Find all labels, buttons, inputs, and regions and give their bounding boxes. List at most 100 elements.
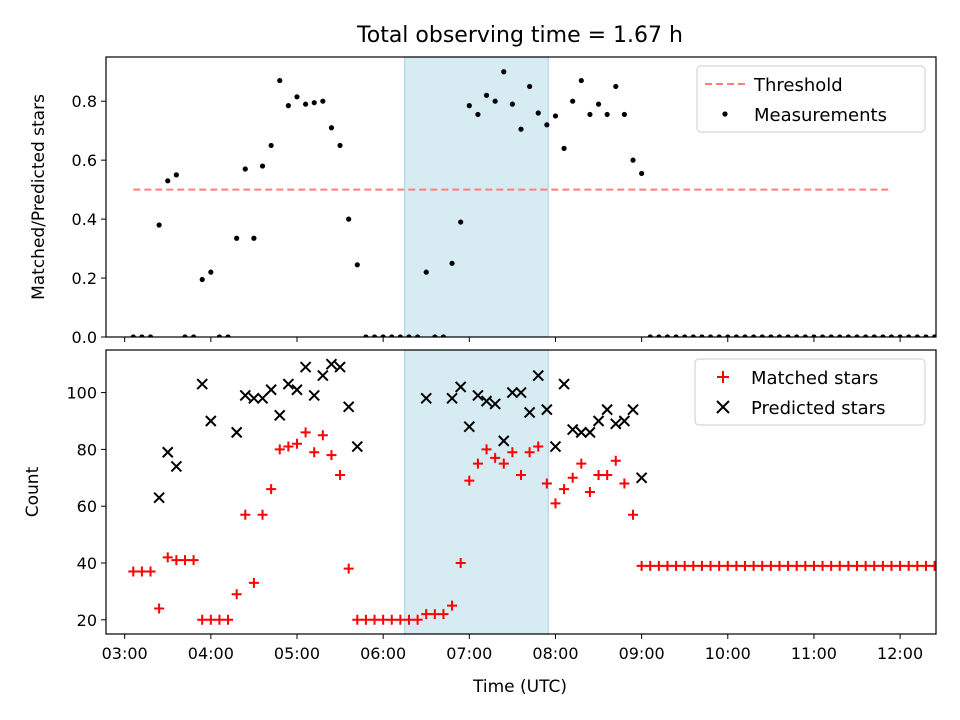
measurement-point	[259, 163, 266, 169]
matched-stars-point	[498, 458, 509, 469]
predicted-stars-point	[205, 415, 217, 427]
matched-stars-point	[808, 560, 819, 571]
matched-stars-point	[481, 444, 492, 455]
matched-stars-point	[386, 614, 397, 625]
measurement-point	[199, 276, 205, 283]
measurement-point	[406, 334, 412, 337]
matched-stars-point	[257, 509, 268, 520]
measurement-point	[906, 334, 912, 337]
measurement-point	[888, 334, 895, 337]
measurement-point	[354, 262, 360, 268]
measurement-point	[363, 334, 369, 337]
matched-stars-point	[860, 560, 871, 571]
x-axis-label: Time (UTC)	[472, 677, 567, 697]
measurement-point	[389, 334, 395, 337]
measurement-point	[931, 334, 936, 337]
predicted-stars-point	[334, 361, 346, 373]
matched-stars-point	[507, 447, 518, 458]
matched-stars-point	[696, 560, 707, 571]
x-tick-label: 06:00	[360, 644, 406, 663]
matched-stars-point	[774, 560, 785, 571]
legend-label: Measurements	[754, 105, 887, 126]
matched-stars-point	[671, 560, 682, 571]
legend-label: Predicted stars	[751, 398, 885, 419]
measurement-point	[492, 98, 498, 104]
matched-stars-point	[205, 614, 216, 625]
y-axis-label: Matched/Predicted stars	[29, 94, 49, 300]
x-tick-label: 03:00	[102, 644, 148, 663]
predicted-stars-point	[325, 358, 338, 370]
matched-stars-point	[343, 563, 354, 574]
matched-stars-point	[395, 614, 406, 625]
measurement-point	[647, 334, 653, 337]
predicted-stars-point	[480, 395, 493, 407]
measurement-point	[234, 235, 240, 241]
predicted-stars-point	[308, 389, 320, 402]
measurement-point	[845, 334, 852, 337]
matched-stars-point	[834, 560, 845, 571]
chart-title: Total observing time = 1.67 h	[356, 23, 683, 48]
matched-stars-point	[179, 555, 190, 566]
measurement-point	[483, 92, 490, 98]
matched-stars-point	[403, 614, 414, 625]
measurement-point	[216, 334, 223, 337]
measurement-point	[837, 334, 843, 337]
matched-stars-point	[886, 560, 897, 571]
measurement-point	[794, 334, 800, 337]
measurement-point	[897, 334, 903, 337]
matched-stars-point	[869, 560, 880, 571]
predicted-stars-point	[239, 389, 251, 402]
measurement-point	[535, 110, 541, 116]
matched-stars-point	[240, 509, 251, 520]
predicted-stars-point	[498, 435, 510, 447]
measurement-point	[165, 178, 171, 184]
measurement-point	[863, 334, 869, 337]
measurement-point	[578, 77, 584, 84]
matched-stars-point	[317, 430, 328, 441]
measurement-point	[501, 69, 507, 75]
measurement-point	[182, 334, 188, 337]
matched-stars-point	[947, 561, 957, 571]
measurement-point	[208, 269, 214, 275]
matched-stars-point	[360, 614, 371, 625]
predicted-stars-point	[601, 403, 613, 416]
y-tick-label: 80	[77, 440, 97, 459]
predicted-stars-point	[248, 392, 260, 404]
measurement-point	[346, 216, 352, 222]
matched-stars-point	[929, 560, 936, 571]
measurement-point	[561, 145, 567, 151]
matched-stars-point	[248, 577, 259, 588]
measurement-point	[527, 83, 533, 90]
predicted-stars-point	[618, 415, 631, 427]
matched-stars-point	[877, 560, 888, 571]
measurement-point	[785, 334, 791, 337]
matched-stars-point	[584, 487, 595, 497]
shaded-interval	[404, 56, 549, 338]
predicted-stars-point	[153, 491, 165, 504]
lower-panel: 20 40 60 80 100 03:00 04:00 05:00 06:00 07:00 08:0…	[23, 349, 957, 663]
legend-matched-handle	[717, 371, 729, 383]
predicted-stars-point	[523, 406, 536, 419]
matched-stars-point	[447, 600, 458, 611]
y-tick-label: 100	[66, 384, 97, 403]
measurement-point	[570, 98, 576, 104]
matched-stars-point	[438, 609, 449, 620]
matched-stars-point	[903, 560, 914, 571]
x-tick-label: 08:00	[532, 644, 578, 663]
matched-stars-point	[136, 566, 147, 577]
legend-label: Threshold	[753, 75, 843, 96]
measurement-point	[147, 334, 154, 337]
x-tick-label: 07:00	[446, 644, 492, 663]
predicted-stars-point	[541, 403, 553, 416]
predicted-stars-point	[506, 386, 519, 399]
matched-stars-point	[593, 469, 604, 480]
measurement-point	[871, 334, 877, 337]
matched-stars-point	[524, 447, 535, 458]
matched-stars-point	[843, 560, 854, 571]
legend-predicted-handle	[716, 400, 730, 414]
measurement-point	[475, 111, 481, 118]
matched-stars-point	[464, 475, 475, 486]
predicted-stars-point	[274, 409, 286, 422]
measurement-point	[630, 157, 636, 163]
